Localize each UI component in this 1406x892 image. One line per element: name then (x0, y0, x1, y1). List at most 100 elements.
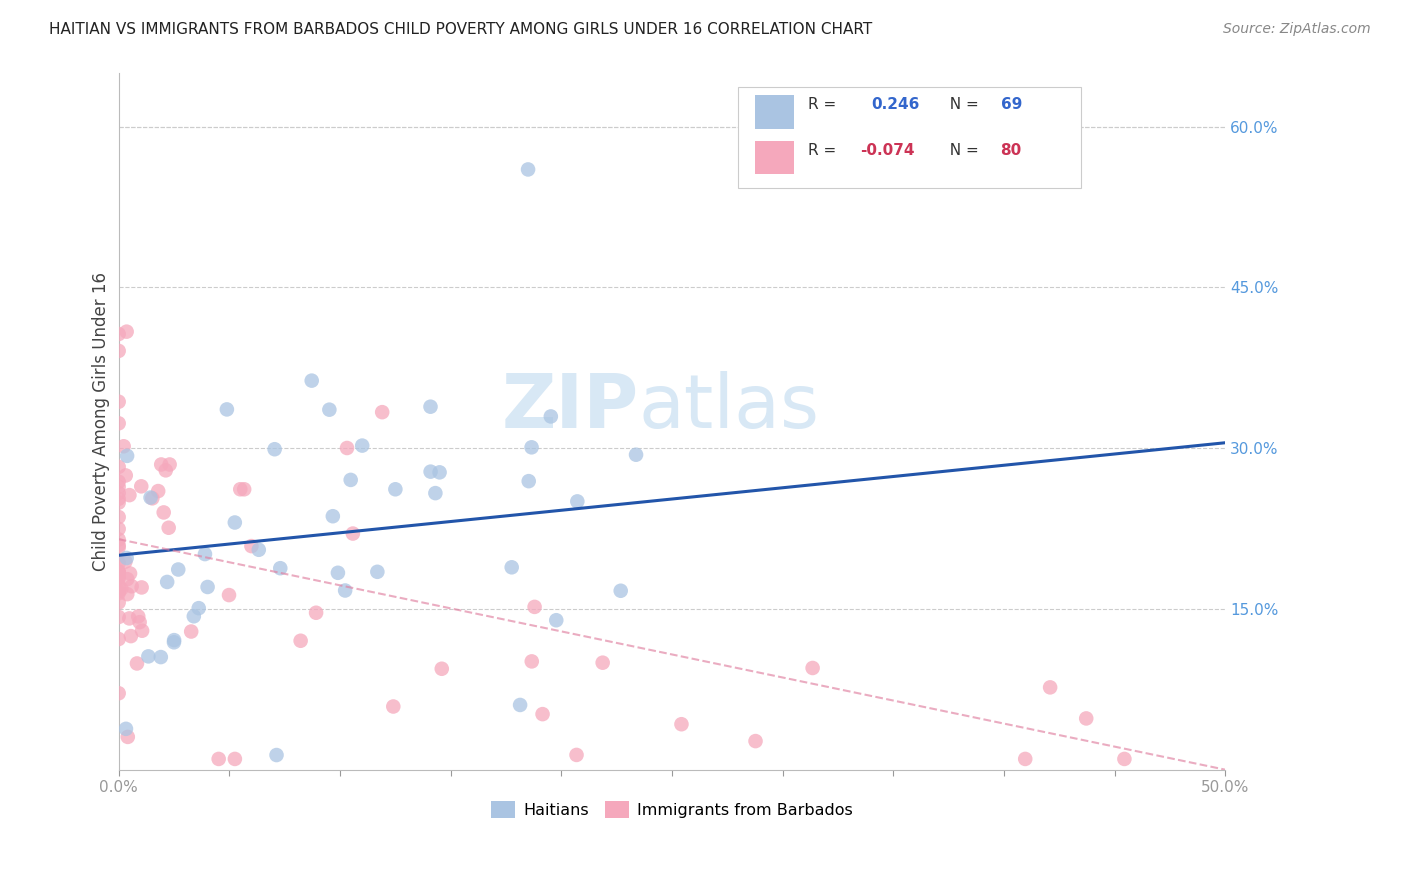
Point (187, 601, 209, 615)
Point (107, 578, 129, 592)
Point (107, 565, 129, 579)
Point (163, 635, 186, 649)
Point (152, 505, 174, 519)
Point (118, 611, 141, 625)
Point (107, 584, 129, 599)
Point (247, 542, 270, 557)
Point (107, 566, 129, 580)
Point (157, 521, 180, 535)
Point (107, 343, 129, 358)
Point (229, 482, 252, 496)
Point (107, 632, 129, 646)
Point (141, 491, 163, 506)
Point (107, 610, 129, 624)
Point (107, 510, 129, 524)
Point (384, 483, 406, 497)
Bar (755, 141, 793, 174)
Point (744, 734, 766, 748)
Point (118, 488, 141, 502)
Point (1039, 681, 1062, 695)
Point (107, 480, 129, 494)
Point (801, 661, 824, 675)
Point (125, 657, 148, 671)
Point (520, 440, 543, 454)
Point (115, 325, 138, 339)
Point (366, 565, 388, 579)
Point (565, 747, 588, 762)
Point (131, 581, 153, 595)
Point (266, 747, 288, 762)
Point (180, 624, 202, 639)
Text: R =: R = (808, 143, 841, 158)
Point (517, 474, 540, 488)
Text: 0.246: 0.246 (872, 97, 920, 112)
Point (531, 707, 554, 722)
Point (120, 629, 142, 643)
Point (183, 609, 205, 624)
Point (107, 486, 129, 500)
Point (118, 566, 141, 581)
Point (148, 484, 170, 499)
Point (342, 526, 364, 541)
Point (128, 615, 150, 629)
Point (107, 571, 129, 585)
Point (131, 624, 153, 638)
Point (110, 582, 132, 596)
Point (107, 570, 129, 584)
Point (224, 752, 246, 766)
Point (336, 441, 359, 455)
Point (114, 468, 136, 483)
Point (509, 698, 531, 712)
Point (107, 475, 129, 489)
Point (425, 486, 447, 500)
Point (138, 649, 160, 664)
Point (114, 555, 136, 569)
Point (107, 686, 129, 700)
Point (671, 717, 693, 731)
Point (609, 583, 631, 598)
Point (352, 439, 374, 453)
Point (107, 538, 129, 552)
Text: -0.074: -0.074 (860, 143, 914, 158)
Point (546, 613, 568, 627)
Text: 80: 80 (1001, 143, 1022, 158)
Point (107, 491, 129, 506)
Legend: Haitians, Immigrants from Barbados: Haitians, Immigrants from Barbados (485, 795, 859, 824)
Text: R =: R = (808, 97, 846, 112)
Point (215, 402, 238, 417)
Point (318, 402, 340, 417)
Point (224, 516, 246, 530)
Point (107, 459, 129, 474)
Text: atlas: atlas (638, 371, 820, 444)
Point (517, 162, 540, 177)
Text: Source: ZipAtlas.com: Source: ZipAtlas.com (1223, 22, 1371, 37)
Point (305, 606, 328, 620)
Point (117, 587, 139, 601)
Point (121, 579, 143, 593)
Point (592, 656, 614, 670)
Point (371, 405, 394, 419)
Point (107, 565, 129, 579)
Point (382, 699, 405, 714)
Point (208, 752, 231, 766)
Point (233, 483, 256, 497)
Point (155, 463, 177, 477)
Point (301, 374, 323, 388)
Point (540, 409, 562, 424)
Point (523, 599, 546, 614)
Point (326, 566, 349, 580)
Text: 69: 69 (1001, 97, 1022, 112)
Point (107, 586, 129, 600)
Point (290, 633, 312, 648)
Point (107, 522, 129, 536)
Point (150, 458, 173, 472)
Point (218, 588, 240, 602)
Point (107, 394, 129, 409)
Point (127, 609, 149, 624)
Point (107, 533, 129, 547)
Text: ZIP: ZIP (502, 371, 638, 444)
Point (419, 465, 441, 479)
Point (567, 494, 589, 508)
Point (139, 491, 162, 505)
Point (159, 458, 181, 472)
